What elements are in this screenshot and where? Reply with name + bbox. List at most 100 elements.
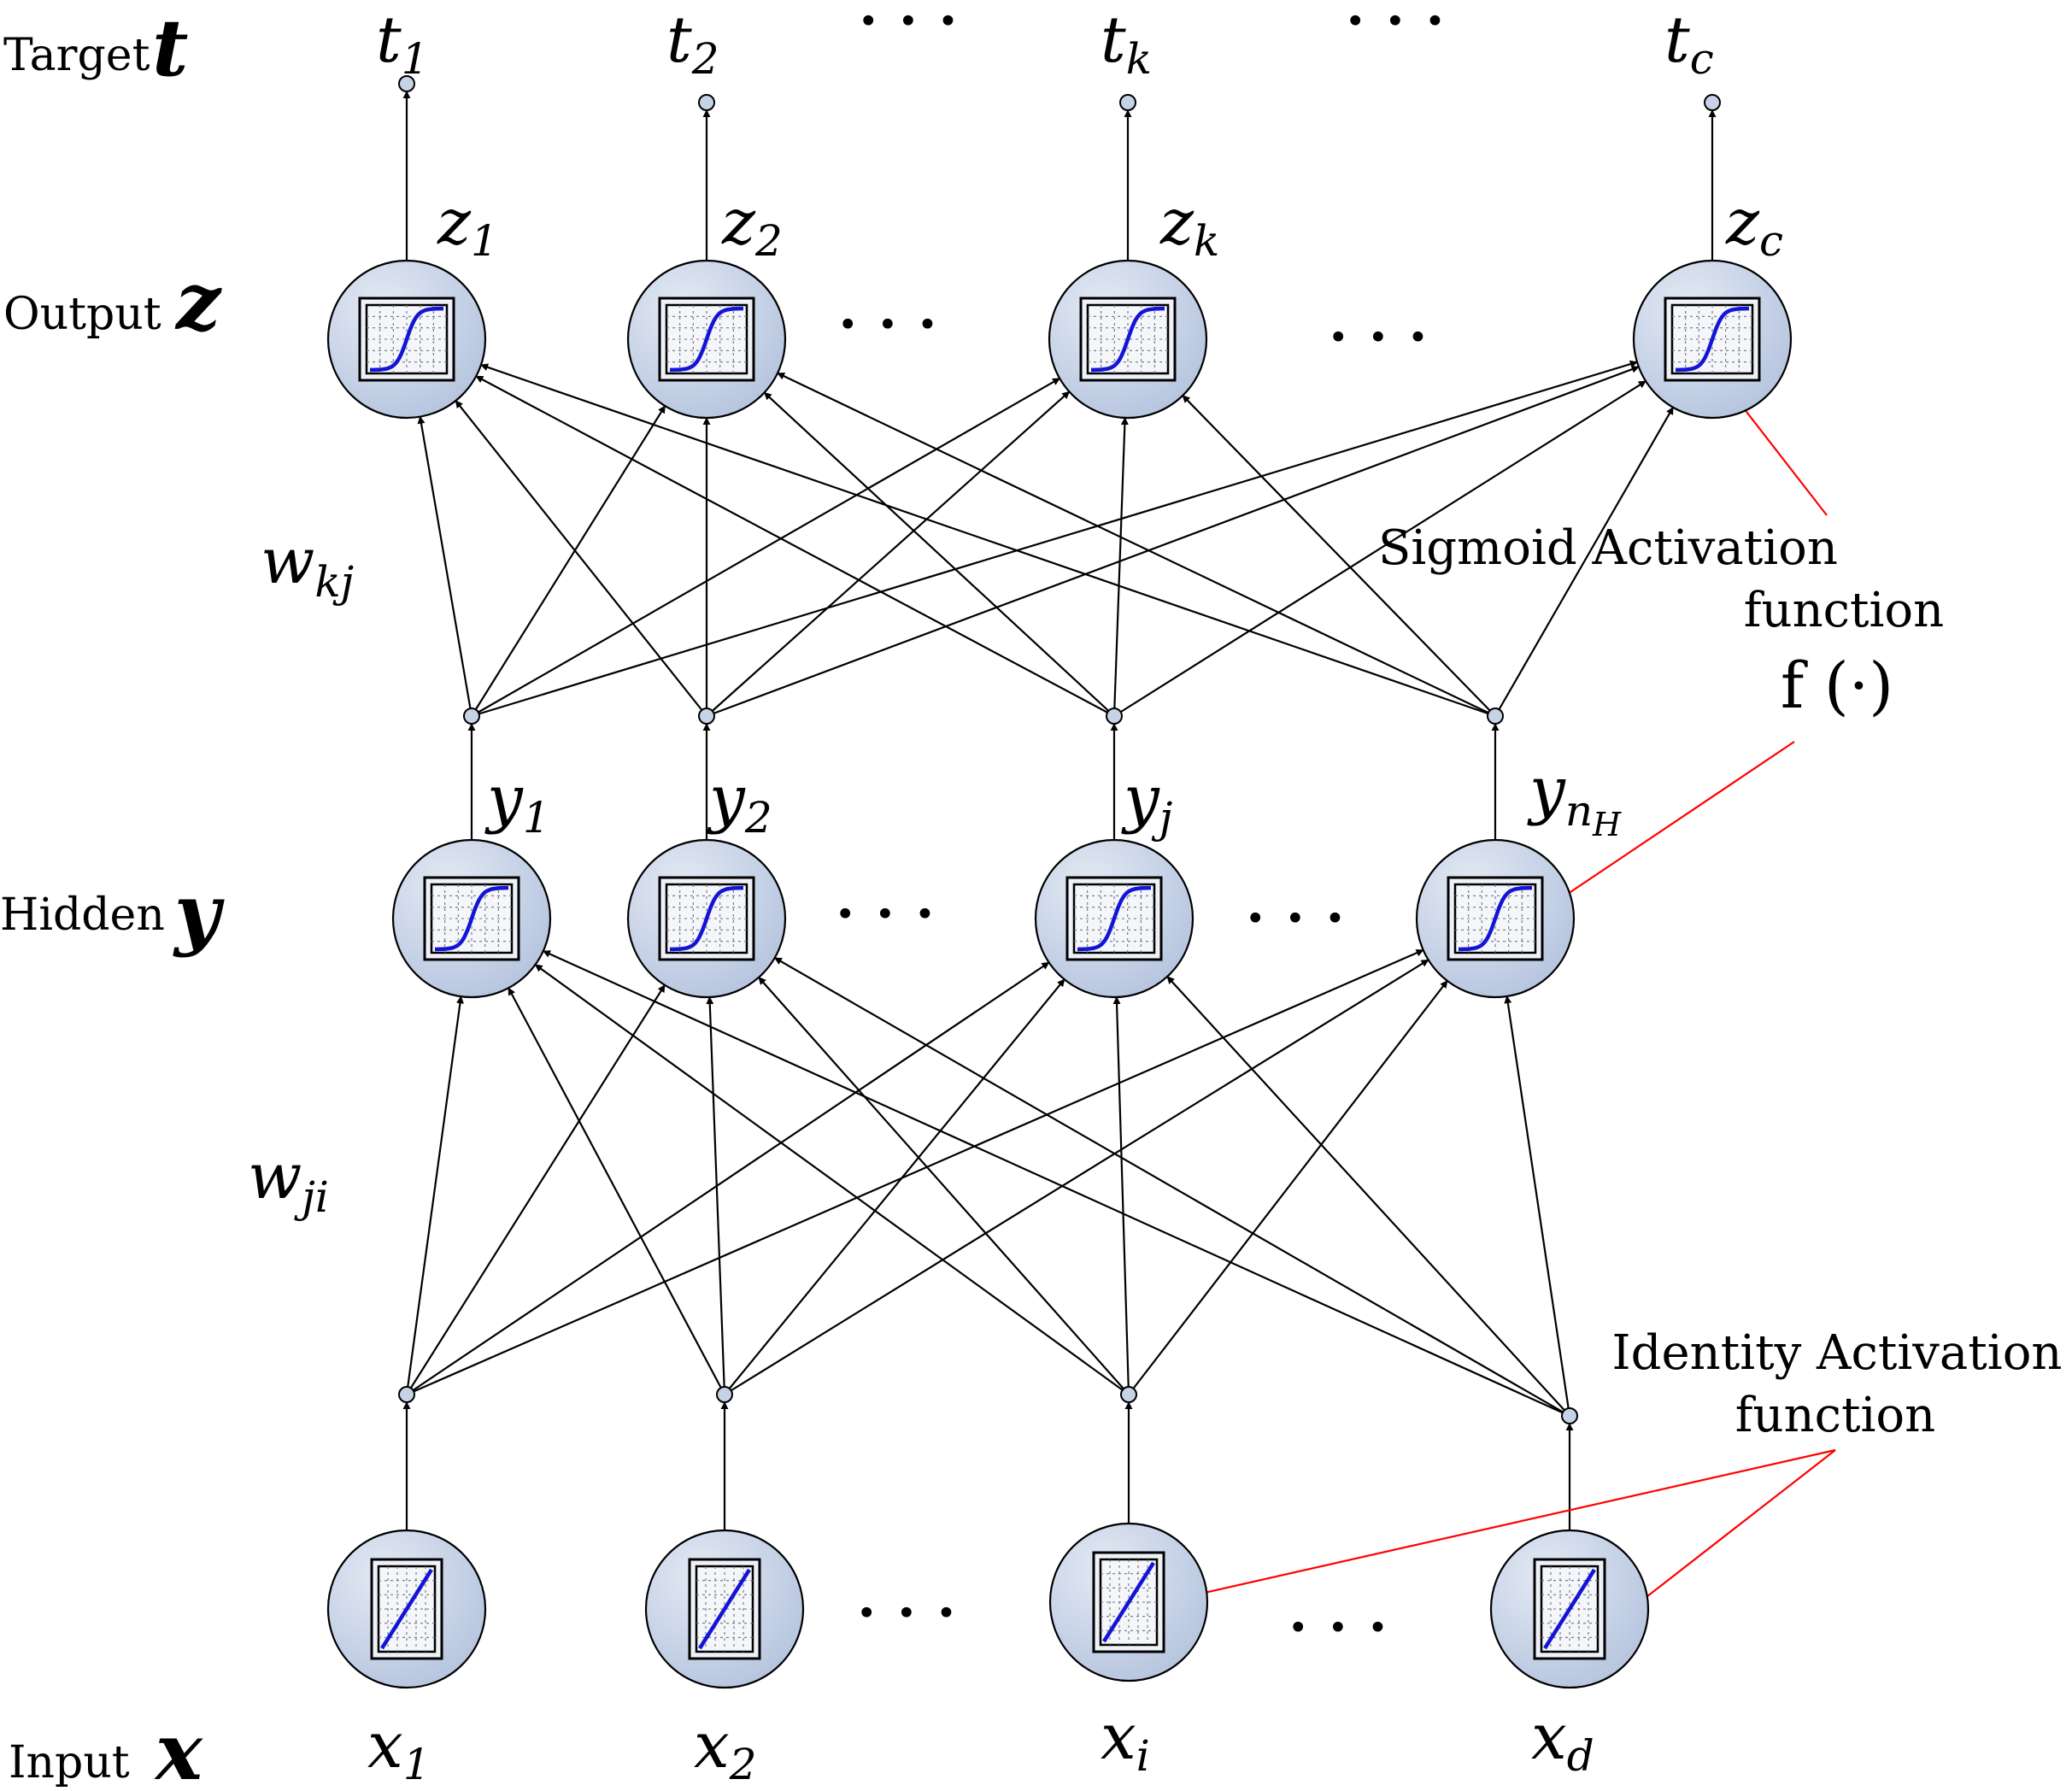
- weight-edge-x2-yj: [724, 978, 1065, 1395]
- weight-edge-x1-yj: [406, 961, 1050, 1395]
- output-label-1: z1: [437, 185, 498, 266]
- weight-edge-x1-y2: [406, 984, 666, 1395]
- weight-edge-x2-ynh: [724, 959, 1429, 1395]
- connection-edges: [402, 91, 1717, 1530]
- weight-edge-ynh-z1: [480, 363, 1496, 718]
- weight-edge-xd-yj: [1166, 976, 1570, 1417]
- identity-annotation: Identity Activation function: [1612, 1325, 2063, 1443]
- weight-edge-xd-y1: [542, 949, 1570, 1418]
- sigmoid-pointer-hidden: [1559, 741, 1795, 900]
- input-junction-2: [716, 1386, 733, 1403]
- weight-edge-y1-z1: [417, 415, 473, 717]
- junction-points: [398, 75, 1721, 1424]
- ellipsis-output-1: ···: [836, 279, 955, 369]
- ellipsis-input-1: ···: [854, 1568, 974, 1658]
- weight-edge-y1-zk: [471, 377, 1060, 717]
- hidden-node-1: [391, 838, 552, 999]
- target-junction-1: [398, 75, 415, 92]
- output-label-k: zk: [1159, 185, 1219, 266]
- identity-plot-icon: [370, 1558, 443, 1660]
- weight-edge-ynh-zk: [1182, 395, 1496, 717]
- weight-edge-yj-zk: [1112, 417, 1129, 717]
- weight-edge-yj-z1: [475, 375, 1115, 717]
- weight-edge-x2-y2: [706, 996, 726, 1395]
- layer-name-target: Target: [3, 30, 150, 81]
- weight-edge-ynh-zc: [1494, 406, 1675, 717]
- input-label-2: x2: [694, 1709, 757, 1789]
- input-junction-1: [398, 1386, 415, 1403]
- weight-edge-y1-zc: [471, 360, 1638, 718]
- weight-edge-xi-yj: [1112, 996, 1130, 1395]
- annotation-arrows: [1180, 400, 1836, 1618]
- sigmoid-plot-icon: [1065, 876, 1163, 961]
- ellipsis-hidden-1: ···: [833, 869, 953, 959]
- hidden-label-j: yj: [1121, 762, 1172, 843]
- layer-symbol-hidden: y: [173, 866, 225, 959]
- sigmoid-plot-icon: [658, 297, 755, 382]
- input-labels: x1 x2 xi xd: [367, 1700, 1594, 1789]
- layer-label-hidden: Hidden y: [0, 866, 225, 959]
- network-nodes: [326, 259, 1793, 1689]
- sigmoid-annotation-line1: Sigmoid Activation: [1378, 520, 1838, 576]
- layer-name-output: Output: [3, 289, 161, 340]
- sigmoid-plot-icon: [1447, 876, 1544, 961]
- sigmoid-plot-icon: [423, 876, 520, 961]
- target-label-2: t2: [666, 3, 719, 84]
- hidden-label-nh: ynH: [1527, 754, 1622, 843]
- target-label-1: t1: [376, 3, 429, 84]
- identity-annotation-line1: Identity Activation: [1612, 1325, 2063, 1381]
- sigmoid-plot-icon: [1079, 297, 1177, 382]
- ellipsis-target-1: ···: [856, 0, 976, 66]
- layer-label-target: Target t: [3, 2, 189, 94]
- weight-edge-ynh-z2: [777, 372, 1496, 717]
- hidden-junction-nh: [1487, 708, 1504, 725]
- target-labels: t1 t2 tk tc: [376, 3, 1714, 84]
- layer-name-input: Input: [9, 1737, 130, 1788]
- target-junction-c: [1704, 94, 1721, 111]
- weight-edge-y2-z1: [455, 400, 707, 717]
- ellipsis-input-2: ···: [1286, 1583, 1406, 1672]
- hidden-labels: y1 y2 yj ynH: [484, 754, 1622, 843]
- output-node-1: [326, 259, 487, 420]
- weight-edge-xd-ynh: [1504, 995, 1571, 1417]
- ellipsis-output-2: ···: [1326, 292, 1446, 382]
- layer-label-input: Input x: [9, 1706, 203, 1791]
- sigmoid-plot-icon: [358, 297, 455, 382]
- hidden-junction-2: [698, 708, 715, 725]
- output-label-2: z2: [721, 185, 783, 266]
- hidden-node-2: [626, 838, 787, 999]
- weight-edge-yj-zc: [1113, 380, 1646, 717]
- hidden-junction-1: [463, 708, 480, 725]
- weight-edge-xd-y2: [773, 956, 1570, 1417]
- weight-edge-xi-ynh: [1128, 980, 1448, 1395]
- identity-plot-icon: [688, 1558, 761, 1660]
- hidden-label-1: y1: [484, 762, 550, 843]
- hidden-node-nh: [1415, 838, 1576, 999]
- sigmoid-annotation-formula: f (·): [1781, 649, 1893, 723]
- identity-plot-icon: [1092, 1551, 1165, 1653]
- hidden-node-j: [1034, 838, 1194, 999]
- identity-plot-icon: [1533, 1558, 1606, 1660]
- input-node-d: [1489, 1529, 1650, 1689]
- target-label-c: tc: [1664, 3, 1714, 84]
- sigmoid-annotation-line2: function: [1744, 583, 1944, 638]
- sigmoid-plot-icon: [1664, 297, 1761, 382]
- sigmoid-pointer-output: [1737, 400, 1828, 516]
- ellipsis-hidden-2: ···: [1243, 873, 1363, 963]
- input-node-2: [644, 1529, 805, 1689]
- weight-edge-yj-z2: [763, 391, 1115, 717]
- input-label-d: xd: [1531, 1700, 1594, 1781]
- weight-edge-x2-y1: [508, 987, 725, 1395]
- weight-edge-xi-y1: [534, 964, 1130, 1395]
- weight-edge-y1-z2: [471, 405, 666, 717]
- sigmoid-annotation: Sigmoid Activation function f (·): [1378, 520, 1944, 723]
- input-node-i: [1048, 1522, 1209, 1682]
- weight-edge-y2-zc: [706, 365, 1640, 718]
- weight-edge-xi-y2: [758, 977, 1130, 1395]
- identity-pointer-xd: [1619, 1449, 1836, 1618]
- output-labels: z1 z2 zk zc: [437, 185, 1783, 266]
- identity-annotation-line2: function: [1735, 1388, 1935, 1443]
- sigmoid-plot-icon: [658, 876, 755, 961]
- hidden-label-2: y2: [707, 762, 772, 843]
